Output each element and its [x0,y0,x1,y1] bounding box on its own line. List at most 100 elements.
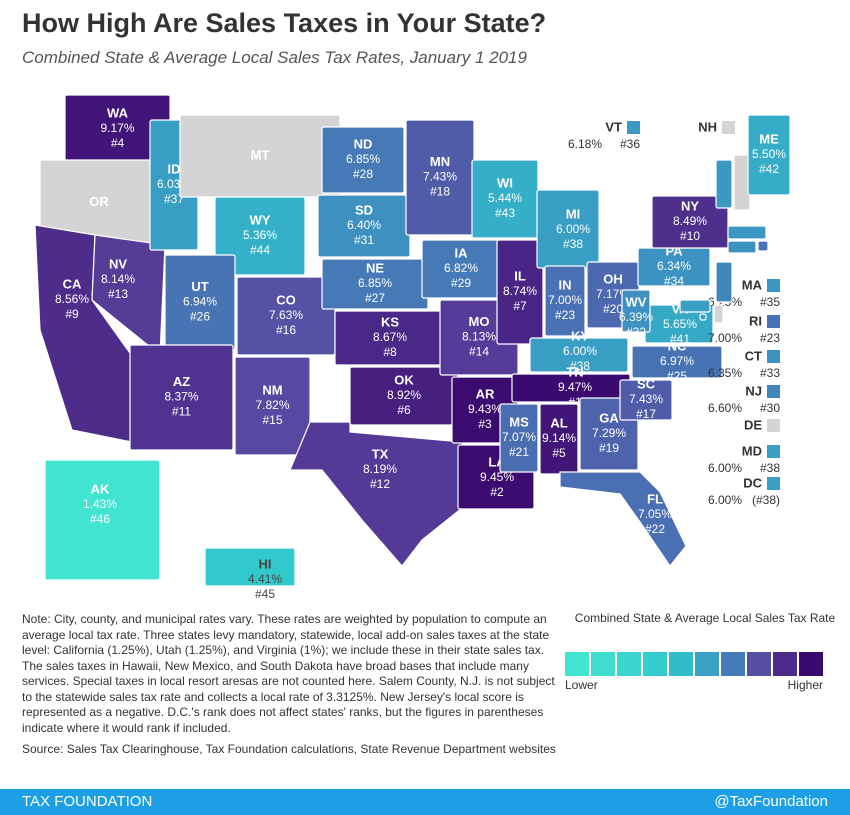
state-rate: 1.43% [83,497,117,511]
legend-low: Lower [565,678,598,692]
state-abbr: NV [109,256,127,271]
state-rank: #13 [108,287,128,301]
state-shape [129,344,234,451]
state-rate: 6.34% [657,259,691,273]
state-rank: #7 [513,299,527,313]
state-rate: 8.13% [462,330,496,344]
state-abbr: UT [191,279,208,294]
state-rank: #9 [65,307,79,321]
state-rank: #18 [430,185,450,199]
state-rank: #37 [164,192,184,206]
state-abbr: AL [550,415,567,430]
state-abbr: MD [742,443,762,458]
state-rate: 6.82% [444,261,478,275]
state-rate: 6.85% [358,276,392,290]
state-abbr: AR [476,386,495,401]
legend: Combined State & Average Local Sales Tax… [565,612,836,692]
state-rank: #43 [495,206,515,220]
state-rank: #31 [354,233,374,247]
state-rate: 6.18% [568,137,602,151]
state-rate: 9.45% [480,470,514,484]
state-rate: 7.43% [629,392,663,406]
state-shape [499,403,539,473]
state-shape [619,379,673,421]
legend-swatch [767,315,780,328]
state-abbr: IL [514,268,526,283]
state-rank: #27 [365,291,385,305]
state-rank: #17 [636,407,656,421]
state-rate: 6.60% [708,401,742,415]
legend-swatch [767,279,780,292]
state-rate: 7.29% [592,426,626,440]
state-rate: 6.00% [708,493,742,507]
state-rank: #16 [276,323,296,337]
state-abbr: ND [354,136,373,151]
state-shape [234,356,311,456]
state-rate: 7.43% [423,170,457,184]
state-shape [715,159,733,209]
state-rank: #46 [90,512,110,526]
state-abbr: WV [626,294,647,309]
state-abbr: WY [250,212,271,227]
legend-bin [799,652,823,676]
state-shape [44,459,161,581]
state-rate: 9.17% [100,121,134,135]
state-abbr: NM [262,382,282,397]
state-abbr: AK [91,481,110,496]
state-rank: #38 [563,237,583,251]
state-abbr: MA [742,277,763,292]
state-abbr: HI [259,556,272,571]
legend-bin [617,652,641,676]
state-rate: 9.43% [468,402,502,416]
source: Source: Sales Tax Clearinghouse, Tax Fou… [22,742,556,756]
state-shape [679,299,711,313]
state-abbr: NE [366,260,384,275]
state-abbr: MS [509,414,529,429]
state-rate: 7.07% [502,430,536,444]
state-rate: 5.44% [488,191,522,205]
state-rate: 4.41% [248,572,282,586]
state-shape [699,313,707,321]
state-rank: #5 [552,446,566,460]
legend-swatch [767,419,780,432]
state-rate: 6.35% [708,366,742,380]
state-rank: #21 [509,445,529,459]
state-abbr: VT [605,119,622,134]
state-abbr: AZ [173,374,190,389]
state-rate: 7.00% [708,331,742,345]
state-shape [621,289,651,333]
state-rate: 6.40% [347,218,381,232]
state-abbr: OK [394,372,414,387]
state-abbr: FL [647,491,663,506]
state-shape [727,225,767,240]
state-abbr: RI [749,313,762,328]
legend-swatch [767,445,780,458]
state-shape [321,126,405,194]
state-shape [713,304,724,324]
state-rank: #30 [760,401,780,415]
state-abbr: WI [497,175,513,190]
state-rate: 7.00% [548,293,582,307]
state-rate: 7.05% [638,507,672,521]
state-shape [496,239,544,345]
state-rate: 6.94% [183,295,217,309]
legend-swatch [627,121,640,134]
legend-swatch [767,385,780,398]
state-shape [651,195,729,249]
legend-bin [591,652,615,676]
state-rate: 8.92% [387,388,421,402]
state-abbr: CA [63,276,82,291]
state-abbr: SC [637,376,656,391]
legend-title: Combined State & Average Local Sales Tax… [575,612,836,625]
state-rank: #33 [760,366,780,380]
state-abbr: DE [744,417,762,432]
state-shape [747,114,791,196]
legend-bin [695,652,719,676]
state-rate: 6.00% [563,344,597,358]
subtitle: Combined State & Average Local Sales Tax… [22,48,527,67]
state-shape [544,265,586,337]
state-shape [715,261,733,303]
state-abbr: IA [455,245,469,260]
state-shape [204,547,296,587]
legend-bin [747,652,771,676]
